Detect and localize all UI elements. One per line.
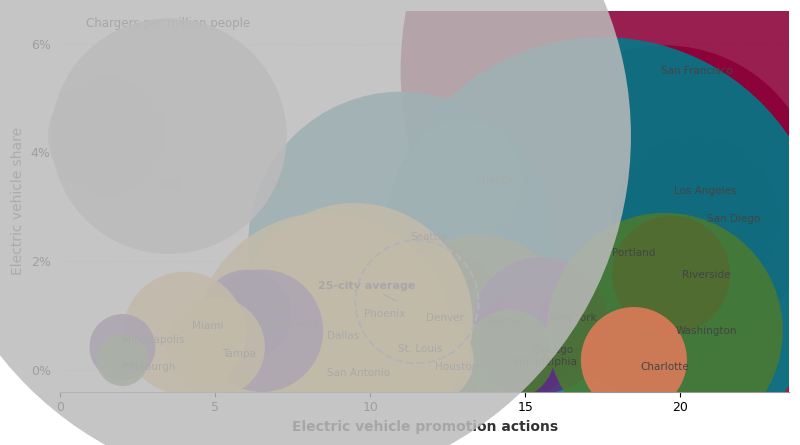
Text: San Antonio: San Antonio <box>327 368 390 378</box>
Point <box>240 311 253 318</box>
Point <box>519 339 532 346</box>
Point <box>116 356 129 364</box>
Point <box>658 327 671 334</box>
Point <box>736 67 749 74</box>
Text: Miami: Miami <box>192 321 223 331</box>
Text: Chicago: Chicago <box>531 345 574 355</box>
Text: Denver: Denver <box>426 313 464 323</box>
Point <box>473 326 486 333</box>
Point <box>318 339 330 346</box>
Text: Pittsburgh: Pittsburgh <box>122 362 176 372</box>
Point <box>503 351 516 358</box>
X-axis label: Electric vehicle promotion actions: Electric vehicle promotion actions <box>291 420 558 434</box>
Text: Atlanta: Atlanta <box>476 174 514 185</box>
Text: Seattle: Seattle <box>410 232 448 242</box>
Text: Washington: Washington <box>676 326 738 336</box>
Text: Detroit: Detroit <box>253 302 289 312</box>
Point <box>271 133 284 140</box>
Point <box>410 322 423 329</box>
Y-axis label: Electric vehicle share: Electric vehicle share <box>11 127 25 275</box>
Point <box>389 338 402 345</box>
Text: 50: 50 <box>100 180 114 190</box>
Point <box>209 344 222 351</box>
Text: St. Louis: St. Louis <box>398 344 442 354</box>
Text: New York: New York <box>549 313 596 323</box>
Point <box>349 317 362 324</box>
Text: 100: 100 <box>158 180 179 190</box>
Point <box>426 356 438 364</box>
Point <box>395 241 408 248</box>
Point <box>318 362 330 369</box>
Text: Philadelphia: Philadelphia <box>513 357 577 367</box>
Point <box>690 215 702 222</box>
Text: San Diego: San Diego <box>706 214 760 224</box>
Text: Minneapolis: Minneapolis <box>122 335 185 345</box>
Text: Riverside: Riverside <box>682 270 730 280</box>
Text: Phoenix: Phoenix <box>364 309 406 319</box>
Point <box>627 356 640 364</box>
Point <box>534 322 547 329</box>
Point <box>162 133 175 140</box>
Text: Dallas: Dallas <box>327 331 359 340</box>
Point <box>255 327 268 334</box>
Point <box>457 176 470 183</box>
Text: Boston: Boston <box>488 317 524 327</box>
Point <box>116 344 129 351</box>
Text: Los Angeles: Los Angeles <box>674 186 737 196</box>
Point <box>410 298 423 305</box>
Text: Houston: Houston <box>435 362 479 372</box>
Point <box>597 258 610 265</box>
Text: 25-city average: 25-city average <box>318 281 415 301</box>
Text: Chargers per million people: Chargers per million people <box>86 17 250 30</box>
Text: Portland: Portland <box>612 248 655 259</box>
Text: Charlotte: Charlotte <box>640 362 689 372</box>
Point <box>658 195 671 202</box>
Text: 300: 300 <box>267 180 288 190</box>
Text: Baltimore: Baltimore <box>268 319 318 328</box>
Point <box>178 329 190 336</box>
Text: Tampa: Tampa <box>222 349 255 359</box>
Text: San Francisco: San Francisco <box>662 66 733 76</box>
Point <box>665 271 678 278</box>
Point <box>101 133 114 140</box>
